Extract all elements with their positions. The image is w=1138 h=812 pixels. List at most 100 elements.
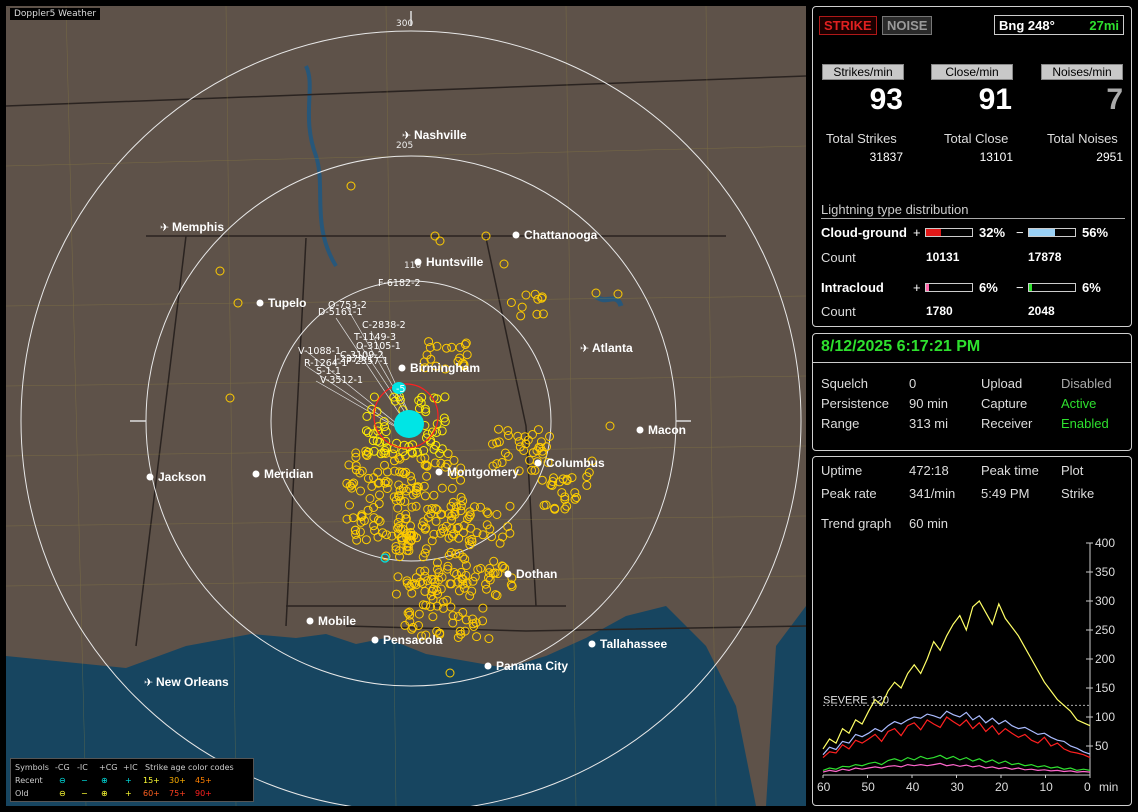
airport-icon: ✈ [144,676,153,689]
strike-marker-icon [363,505,373,515]
strike-marker-icon [395,513,405,522]
strike-marker-icon [402,546,412,555]
strike-marker-icon [407,530,417,540]
strike-marker-icon [465,591,475,601]
city-label: Panama City [496,659,568,673]
strike-marker-icon [458,528,468,538]
city-label: Nashville [414,128,467,142]
strike-marker-icon [380,446,390,455]
strike-marker-icon [500,563,510,573]
strike-marker-icon [506,580,516,590]
strike-marker-icon [505,501,515,511]
strike-marker-icon [605,421,615,431]
city-label: Dothan [516,567,557,581]
strike-markers [215,181,623,678]
strike-marker-icon [401,514,411,524]
storm-label: C-3109-2 [340,350,384,361]
strike-marker-icon [451,549,461,559]
strike-marker-icon [345,500,354,510]
strike-marker-icon [460,554,470,564]
strike-marker-icon [472,528,482,538]
city-panama-city: Panama City [484,659,568,673]
strike-marker-icon [369,513,379,523]
strike-marker-icon [424,337,434,347]
age-75: 75+ [169,789,186,798]
trend-series-ic [822,754,1091,772]
x-tick-label: 30 [951,780,965,794]
strike-marker-icon [405,471,415,481]
strike-marker-icon [470,572,480,582]
ring-label-205: 205 [396,141,413,151]
city-dot-icon [146,473,154,481]
city-label: Macon [648,423,686,437]
strike-marker-icon [430,231,440,241]
strike-marker-icon [388,449,398,459]
strike-marker-icon [402,541,412,551]
river [594,293,624,308]
legend-pos-ic: +IC [123,763,138,772]
plot-value[interactable]: Strike [1061,486,1095,501]
intracloud-label: Intracloud [821,280,884,295]
noise-button[interactable]: NOISE [882,16,933,35]
distance-value: 27mi [1089,17,1119,33]
range-label: Range [821,416,860,431]
strike-marker-icon [513,431,523,441]
strike-marker-icon [435,449,445,458]
strike-marker-icon [432,586,442,595]
city-chattanooga: Chattanooga [512,228,598,242]
strike-marker-icon [381,427,391,437]
strike-marker-icon [503,451,513,461]
strike-marker-icon [455,626,465,636]
ic-positive-fill [926,284,929,291]
strike-marker-icon [427,504,437,513]
map-canvas[interactable]: 110 205 300 ✈ Nashville✈ MemphisChattanoog… [6,6,806,806]
cg-positive-count: 10131 [926,250,960,264]
strike-marker-icon [527,465,537,475]
strike-marker-icon [456,475,466,485]
strike-marker-icon [439,413,449,423]
strike-marker-icon [432,428,441,437]
strike-marker-icon [347,483,357,493]
strike-marker-icon [440,392,450,402]
strikes-per-min-value: 93 [869,83,903,116]
strike-marker-icon [430,458,440,468]
neg-cg-old-icon: ⊖ [59,789,66,798]
strike-marker-icon [369,392,379,402]
strike-marker-icon [372,407,382,416]
strike-marker-icon [541,500,551,510]
age-90: 90+ [195,789,212,798]
strike-marker-icon [431,516,441,526]
ic-negative-pct: 6% [1082,280,1101,295]
strike-marker-icon [582,480,592,490]
strike-marker-icon [489,556,499,566]
strike-marker-icon [432,564,442,574]
age-60: 60+ [143,789,160,798]
strike-marker-icon [562,501,572,511]
airport-icon: ✈ [160,221,169,234]
city-label: Montgomery [447,465,519,479]
legend-old-label: Old [15,789,29,798]
pos-cg-old-icon: ⊕ [101,789,108,798]
strike-marker-icon [414,609,424,619]
strike-marker-icon [421,630,431,640]
receiver-value: Enabled [1061,416,1109,431]
strike-marker-icon [456,629,466,639]
trend-series-noise [822,710,1091,756]
strike-marker-icon [393,503,403,513]
lightning-map[interactable]: 110 205 300 ✈ Nashville ✈ Memphis Chattanoog… [6,6,806,806]
peak-rate-label: Peak rate [821,486,877,501]
strike-button[interactable]: STRIKE [819,16,877,35]
strike-marker-icon [456,463,466,473]
strike-marker-icon [500,448,510,458]
squelch-value: 0 [909,376,917,391]
strike-marker-icon [390,466,400,476]
city-label: Chattanooga [524,228,598,242]
strike-marker-icon [387,531,397,541]
strike-marker-icon [468,619,478,629]
strike-marker-icon [356,486,365,496]
x-tick-label: 60 [817,780,831,794]
strike-marker-icon [463,514,472,524]
strike-marker-icon [379,417,389,426]
city-label: Memphis [172,220,224,234]
